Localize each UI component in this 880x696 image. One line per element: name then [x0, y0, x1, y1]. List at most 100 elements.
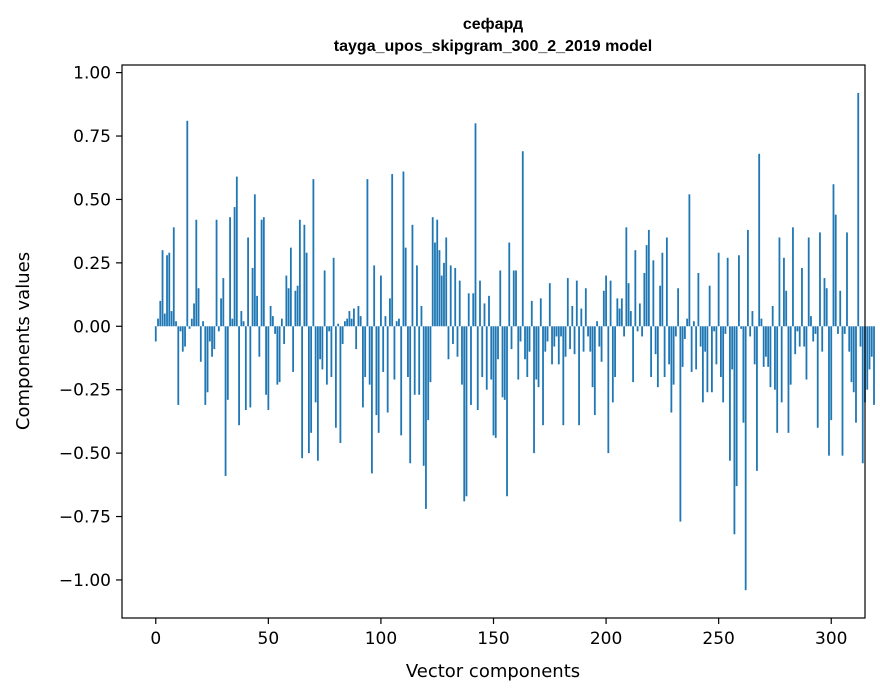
bar-314	[861, 326, 864, 464]
bar-22	[204, 326, 207, 405]
y-tick-label: 0.00	[73, 317, 111, 337]
bar-26	[213, 326, 216, 350]
bar-267	[756, 326, 758, 471]
bar-202	[609, 280, 612, 327]
bar-186	[573, 326, 576, 355]
bar-232	[677, 288, 680, 327]
bar-42	[249, 326, 252, 408]
bar-65	[301, 326, 304, 459]
bar-124	[434, 242, 436, 327]
bar-281	[787, 326, 790, 433]
bar-271	[765, 326, 767, 357]
y-tick-label: 1.00	[73, 64, 111, 84]
bar-95	[368, 326, 371, 385]
bar-213	[634, 250, 637, 327]
bar-174	[546, 326, 549, 342]
bar-148	[488, 295, 490, 327]
bar-219	[647, 229, 650, 327]
bar-272	[767, 326, 770, 367]
bar-311	[855, 326, 857, 423]
bar-211	[629, 311, 632, 327]
bar-264	[749, 326, 752, 337]
bar-13	[184, 326, 186, 347]
bar-78	[330, 326, 333, 378]
bar-138	[465, 326, 468, 497]
bar-183	[566, 278, 569, 327]
bar-309	[850, 326, 853, 383]
bar-284	[794, 326, 797, 355]
bar-170	[537, 326, 540, 388]
bar-218	[645, 245, 648, 327]
bar-90	[357, 305, 360, 327]
bar-229	[670, 326, 673, 413]
bar-153	[499, 270, 502, 327]
bar-94	[366, 179, 369, 327]
bar-233	[679, 326, 682, 522]
bar-173	[544, 326, 547, 352]
bar-157	[508, 242, 511, 327]
bar-67	[305, 252, 308, 327]
bar-97	[373, 265, 376, 327]
bar-243	[701, 326, 704, 403]
bar-80	[334, 326, 337, 428]
bar-312	[857, 92, 860, 327]
bar-162	[519, 326, 522, 342]
bar-9	[175, 321, 177, 327]
bar-280	[785, 290, 788, 327]
bar-96	[371, 326, 373, 474]
bar-278	[780, 326, 783, 403]
bar-298	[825, 288, 828, 327]
bar-253	[724, 326, 727, 334]
y-tick-label: −0.75	[59, 508, 111, 528]
bar-288	[803, 326, 806, 347]
bar-254	[726, 257, 729, 327]
bar-60	[289, 247, 292, 327]
bar-237	[688, 194, 691, 327]
bar-5	[166, 255, 168, 327]
bar-37	[238, 326, 240, 426]
bar-57	[283, 326, 286, 345]
bar-10	[177, 326, 180, 405]
bar-87	[350, 318, 353, 327]
bar-190	[582, 326, 585, 352]
bar-303	[837, 326, 839, 334]
bar-193	[589, 326, 592, 352]
bar-289	[805, 326, 808, 380]
bar-177	[553, 326, 556, 347]
bar-318	[870, 326, 873, 357]
y-tick-label: 0.25	[73, 254, 111, 274]
bar-204	[614, 326, 616, 378]
bar-295	[819, 232, 821, 327]
bar-167	[530, 300, 533, 327]
bar-285	[796, 326, 799, 332]
bar-214	[636, 326, 639, 332]
bar-141	[472, 293, 475, 327]
bar-196	[596, 321, 598, 327]
bar-101	[382, 326, 385, 372]
bar-6	[168, 252, 171, 327]
bar-132	[452, 326, 454, 345]
bar-74	[321, 326, 324, 370]
bar-169	[535, 326, 538, 380]
bar-283	[792, 227, 794, 327]
bar-235	[683, 326, 686, 339]
bar-231	[674, 326, 677, 337]
bar-223	[656, 326, 659, 388]
bar-238	[690, 326, 693, 372]
bar-197	[598, 326, 601, 347]
bar-14	[186, 120, 189, 327]
bar-115	[413, 326, 416, 395]
bar-71	[314, 326, 317, 403]
bar-113	[409, 326, 412, 464]
y-tick-label: 0.75	[73, 127, 111, 147]
bar-69	[310, 326, 313, 433]
bar-210	[627, 283, 630, 327]
bar-135	[458, 280, 461, 327]
bar-249	[715, 326, 718, 365]
bar-40	[244, 326, 247, 410]
bar-41	[247, 237, 249, 327]
bar-54	[276, 326, 279, 385]
x-tick-label: 250	[702, 629, 734, 649]
bar-216	[641, 326, 643, 337]
bar-206	[618, 308, 621, 327]
